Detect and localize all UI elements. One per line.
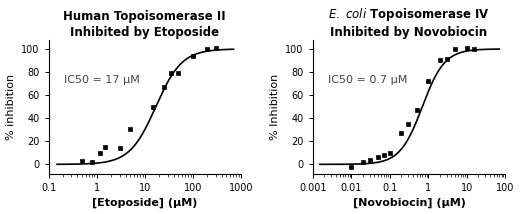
Title: Human Topoisomerase II
Inhibited by Etoposide: Human Topoisomerase II Inhibited by Etop… [63, 10, 226, 39]
Text: IC50 = 0.7 μM: IC50 = 0.7 μM [328, 75, 408, 85]
Y-axis label: % inhibition: % inhibition [6, 74, 16, 140]
Text: IC50 = 17 μM: IC50 = 17 μM [64, 75, 140, 85]
Title: $\mathit{E.\ coli}$ Topoisomerase IV
Inhibited by Novobiocin: $\mathit{E.\ coli}$ Topoisomerase IV Inh… [328, 6, 490, 39]
X-axis label: [Etoposide] (μM): [Etoposide] (μM) [92, 198, 198, 208]
X-axis label: [Novobiocin] (μM): [Novobiocin] (μM) [353, 198, 465, 208]
Y-axis label: % Inhibition: % Inhibition [270, 74, 280, 140]
